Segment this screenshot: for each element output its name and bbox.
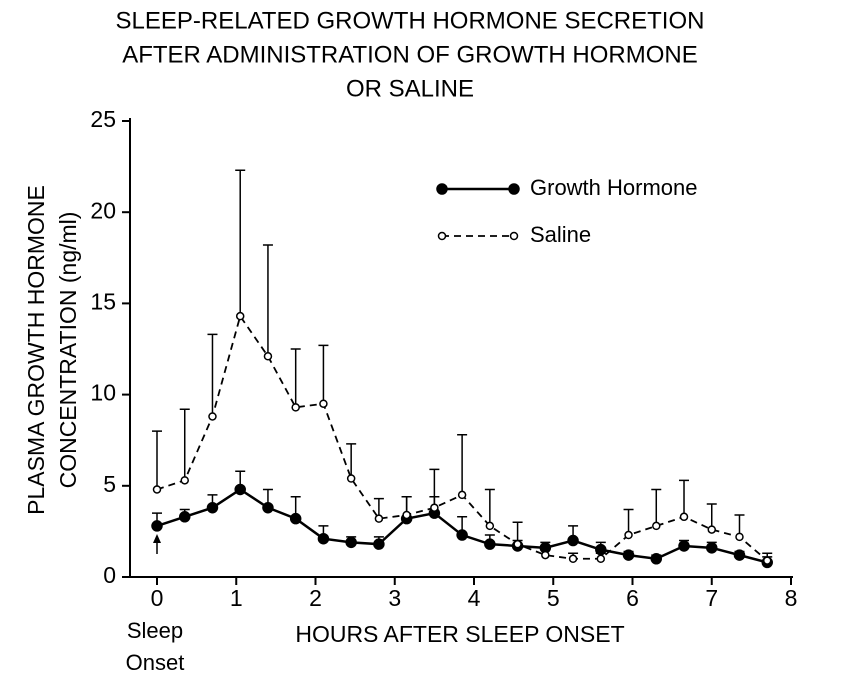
data-point [317, 532, 330, 545]
data-point [541, 550, 550, 560]
data-point [178, 511, 191, 523]
data-point [289, 512, 302, 525]
data-point [485, 521, 495, 531]
data-point [262, 501, 274, 514]
data-point [291, 403, 300, 412]
x-tick-label: 6 [626, 585, 639, 611]
error-bar [318, 344, 329, 404]
legend-marker [437, 231, 447, 241]
data-point [346, 474, 356, 483]
data-point [622, 549, 635, 561]
data-point [263, 352, 273, 361]
y-tick-label: 15 [90, 288, 116, 314]
error-bar [152, 430, 162, 490]
data-point [650, 553, 663, 565]
x-tick-label: 1 [230, 585, 243, 611]
error-bar [262, 244, 273, 357]
legend-label: Saline [530, 222, 591, 247]
data-point [234, 483, 246, 496]
data-point [456, 529, 468, 541]
x-axis-label: HOURS AFTER SLEEP ONSET [295, 621, 624, 647]
chart-title: AFTER ADMINISTRATION OF GROWTH HORMONE [122, 41, 698, 68]
legend-marker [509, 231, 519, 241]
data-point [180, 476, 189, 485]
y-tick-label: 5 [103, 471, 116, 497]
data-point [235, 311, 245, 321]
data-point [652, 521, 661, 531]
chart-title: OR SALINE [346, 75, 474, 102]
chart-title: SLEEP-RELATED GROWTH HORMONE SECRETION [116, 7, 705, 34]
y-tick-label: 0 [103, 562, 116, 588]
x-tick-label: 3 [388, 585, 401, 611]
data-point [706, 542, 718, 554]
error-bar [207, 333, 218, 417]
x-tick-label: 5 [547, 585, 560, 611]
data-point [484, 538, 496, 550]
data-point [402, 510, 411, 520]
data-point [345, 536, 357, 549]
error-bar [457, 433, 468, 495]
legend-marker [508, 183, 520, 195]
data-point [152, 485, 162, 494]
data-point [319, 399, 328, 408]
data-point [430, 503, 439, 512]
error-bar [651, 488, 662, 526]
data-point [679, 512, 689, 522]
data-point [373, 538, 385, 550]
error-bar [623, 508, 634, 536]
data-point [457, 490, 467, 500]
data-point [735, 532, 744, 542]
data-point [206, 501, 219, 514]
legend-marker [436, 183, 448, 195]
data-point [624, 530, 633, 540]
error-bar [179, 408, 190, 481]
y-axis-label: PLASMA GROWTH HORMONE [23, 185, 49, 515]
x-tick-label: 2 [309, 585, 322, 611]
data-point [513, 539, 522, 549]
x-tick-label: 0 [151, 585, 164, 611]
data-point [374, 514, 384, 523]
y-axis-label: CONCENTRATION (ng/ml) [55, 212, 81, 489]
error-bar [235, 169, 246, 317]
error-bar [706, 503, 717, 530]
error-bar [290, 348, 301, 408]
error-bar [679, 479, 690, 517]
data-point [707, 525, 716, 534]
y-tick-label: 25 [90, 106, 116, 132]
data-point [733, 549, 746, 561]
data-point [596, 554, 606, 564]
error-bar [429, 468, 440, 508]
legend-label: Growth Hormone [530, 175, 698, 200]
error-bar [346, 443, 357, 479]
x-tick-label: 4 [468, 585, 481, 611]
y-tick-label: 10 [90, 380, 116, 406]
data-point [678, 540, 690, 552]
data-point [762, 556, 772, 565]
data-point [567, 534, 579, 547]
y-tick-label: 20 [90, 197, 116, 223]
error-bar [484, 488, 495, 526]
data-point [151, 520, 163, 532]
annotation-arrow-head [153, 534, 161, 543]
x-tick-label: 8 [785, 585, 798, 611]
x-tick-label: 7 [705, 585, 718, 611]
data-point [208, 412, 217, 421]
data-point [568, 554, 578, 564]
annotation: Onset [126, 650, 185, 675]
annotation: Sleep [127, 618, 183, 643]
